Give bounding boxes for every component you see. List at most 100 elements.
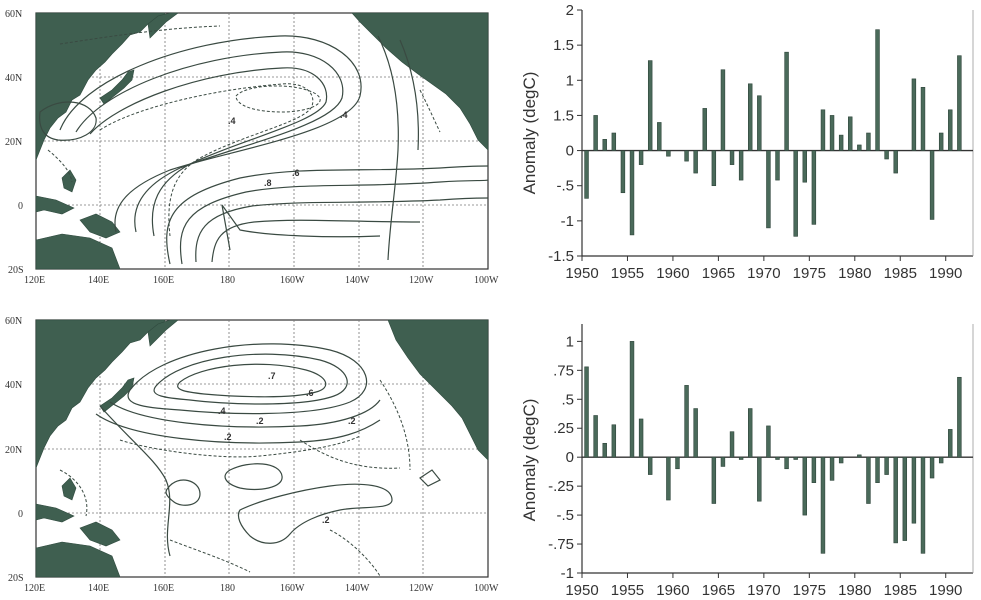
bar <box>948 109 953 151</box>
y-tick-label: 0 <box>566 143 574 160</box>
y-tick-label: .75 <box>553 362 574 379</box>
australia-landmass <box>35 541 121 578</box>
bar <box>693 150 698 174</box>
bar <box>729 431 735 458</box>
y-tick-label: -.5 <box>556 507 574 524</box>
lon-label: 120W <box>409 275 434 286</box>
bar <box>757 95 762 151</box>
bar <box>857 144 862 151</box>
land-masses-bottom <box>35 319 489 578</box>
lon-label: 140W <box>345 583 370 594</box>
lon-label: 160E <box>153 583 174 594</box>
x-tick-label: 1955 <box>611 265 644 282</box>
bar <box>884 150 889 160</box>
japan-island <box>99 69 135 105</box>
bar-chart-bottom: Anomaly (degC) -1 -.75 -.5 -.25 0 .25 .5 .75 1 19… <box>520 324 974 599</box>
bar <box>684 385 689 458</box>
x-tick-label: 1975 <box>793 582 826 599</box>
y-tick-label: .5 <box>561 391 574 408</box>
contour-label: .7 <box>268 371 276 381</box>
x-tick-label: 1980 <box>838 582 871 599</box>
australia-landmass <box>35 233 121 270</box>
lon-label: 160W <box>280 583 305 594</box>
y-tick-label: 1.5 <box>553 107 574 124</box>
bar <box>593 415 598 458</box>
bar <box>620 150 626 194</box>
bar <box>784 456 789 470</box>
bar <box>948 429 953 458</box>
x-tick-label: 1990 <box>929 582 962 599</box>
bar <box>938 132 944 151</box>
y-tick-label: .25 <box>553 420 574 437</box>
x-tick-label: 1990 <box>929 265 962 282</box>
bar <box>638 418 644 458</box>
bar <box>693 408 698 458</box>
land-masses-top <box>35 12 489 270</box>
x-tick-label: 1955 <box>611 582 644 599</box>
bar <box>647 456 653 475</box>
bar <box>629 341 635 458</box>
lat-label: 60N <box>5 9 22 20</box>
bar <box>638 150 644 165</box>
lon-label: 120E <box>24 275 45 286</box>
lat-labels-bottom: 60N 40N 20N 0 20S <box>5 316 24 584</box>
lat-labels-top: 60N 40N 20N 0 20S <box>5 9 24 276</box>
y-axis-label: Anomaly (degC) <box>520 399 539 522</box>
bar <box>793 150 798 237</box>
chart-frame <box>581 10 974 257</box>
bar <box>711 150 717 187</box>
bar <box>920 456 926 554</box>
map-panel-top: .4 .4 .6 .8 60N 40N 20N 0 20S 120E 140E … <box>5 9 499 286</box>
bar <box>748 408 753 458</box>
y-tick-label: 1 <box>566 72 574 89</box>
lon-label: 180 <box>220 583 235 594</box>
bar <box>957 55 962 151</box>
philippines-island <box>61 477 77 501</box>
lon-labels-top: 120E 140E 160E 180 160W 140W 120W 100W <box>24 275 499 286</box>
contour-lines-bottom <box>95 343 441 557</box>
lat-label: 20S <box>8 265 24 276</box>
lat-label: 20S <box>8 573 24 584</box>
bar <box>647 60 653 151</box>
bar <box>884 456 889 475</box>
bar <box>811 150 817 225</box>
bar <box>720 456 726 467</box>
bar <box>802 150 807 183</box>
bar <box>829 115 835 151</box>
contour-label: .4 <box>340 110 348 120</box>
lat-label: 40N <box>5 380 22 391</box>
bar <box>738 150 744 181</box>
contour-labels-bottom: .7 .6 .4 .2 .2 .2 .2 <box>218 371 356 525</box>
bar <box>875 456 880 483</box>
bar <box>738 456 744 460</box>
bar <box>684 150 689 162</box>
asia-landmass <box>35 319 166 469</box>
x-tick-label: 1950 <box>565 265 598 282</box>
kamchatka-landmass <box>147 319 179 347</box>
x-tick-label: 1975 <box>793 265 826 282</box>
bar <box>811 456 817 483</box>
bar-chart-top: Anomaly (degC) -1.5 -1 -.5 0 1.5 1 1.5 2 1950 195… <box>520 2 974 282</box>
bar <box>957 376 962 458</box>
bar <box>611 132 617 151</box>
bar <box>829 456 835 481</box>
indonesia-islands <box>35 195 75 215</box>
map-panel-bottom: .7 .6 .4 .2 .2 .2 .2 60N 40N 20N 0 20S 1… <box>5 316 499 594</box>
y-tick-label: -.25 <box>548 478 574 495</box>
contour-label: .6 <box>306 388 314 398</box>
x-tick-label: 1985 <box>884 265 917 282</box>
lon-labels-bottom: 120E 140E 160E 180 160W 140W 120W 100W <box>24 583 499 594</box>
bar <box>720 69 726 151</box>
bar <box>848 116 853 151</box>
new-guinea-island <box>79 213 121 239</box>
contour-label: .2 <box>322 515 330 525</box>
kamchatka-landmass <box>147 12 179 39</box>
bar <box>584 150 589 199</box>
x-tick-label: 1960 <box>656 265 689 282</box>
lon-label: 180 <box>220 275 235 286</box>
lat-label: 0 <box>18 201 23 212</box>
x-tick-label: 1985 <box>884 582 917 599</box>
lat-label: 20N <box>5 445 22 456</box>
lon-label: 140E <box>88 583 109 594</box>
indonesia-islands <box>35 503 75 523</box>
